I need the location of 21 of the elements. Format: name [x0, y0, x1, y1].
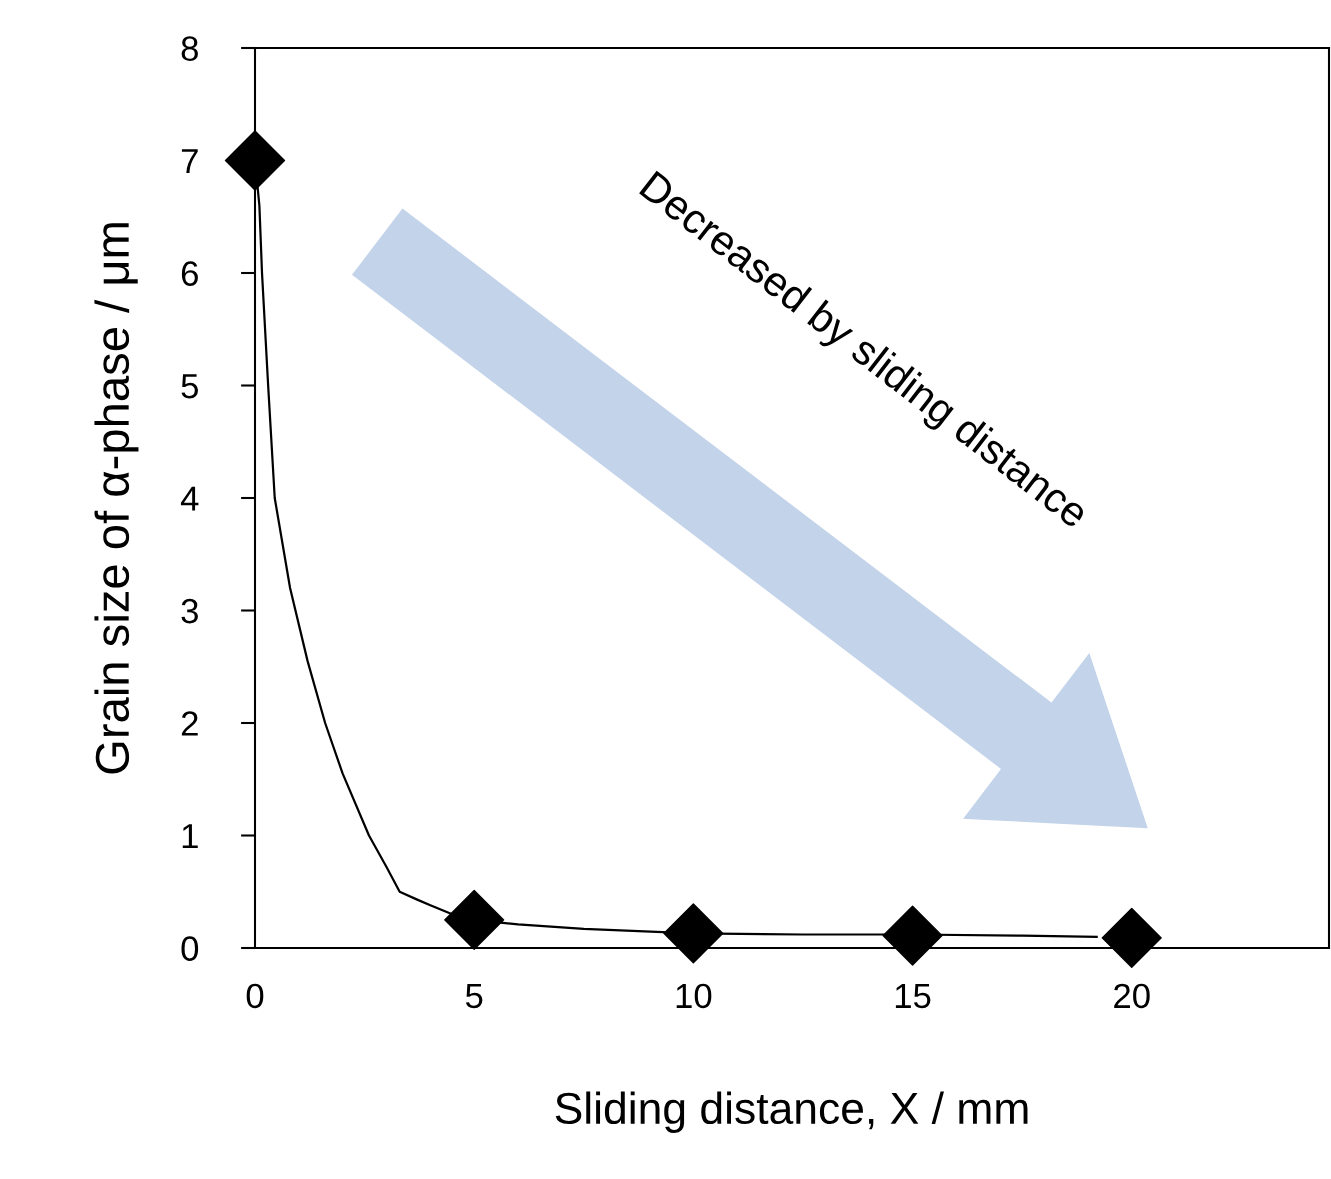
y-tick-label: 6 — [181, 261, 198, 286]
y-tick-label: 2 — [181, 711, 198, 736]
point — [663, 903, 724, 964]
y-tick-label: 4 — [180, 486, 199, 511]
y-axis-title: Grain size of α-phase / μm — [94, 223, 139, 774]
y-tick-label: 3 — [181, 598, 198, 624]
x-tick-label: 10 — [676, 983, 712, 1009]
x-tick-label: 0 — [246, 983, 264, 1009]
y-tick-label: 5 — [181, 374, 198, 399]
x-tick-label: 20 — [1114, 983, 1150, 1009]
y-tick-label: 1 — [182, 824, 198, 849]
y-tick-label: 8 — [181, 36, 198, 61]
point — [1101, 907, 1162, 969]
x-tick-label: 15 — [895, 984, 931, 1009]
x-axis-title: Sliding distance, X / mm — [555, 1091, 1028, 1133]
point — [882, 905, 943, 966]
x-tick-label: 5 — [465, 984, 483, 1009]
point — [224, 130, 286, 191]
y-tick-label: 7 — [181, 149, 198, 174]
point — [444, 889, 505, 951]
y-tick-label: 0 — [181, 936, 199, 961]
